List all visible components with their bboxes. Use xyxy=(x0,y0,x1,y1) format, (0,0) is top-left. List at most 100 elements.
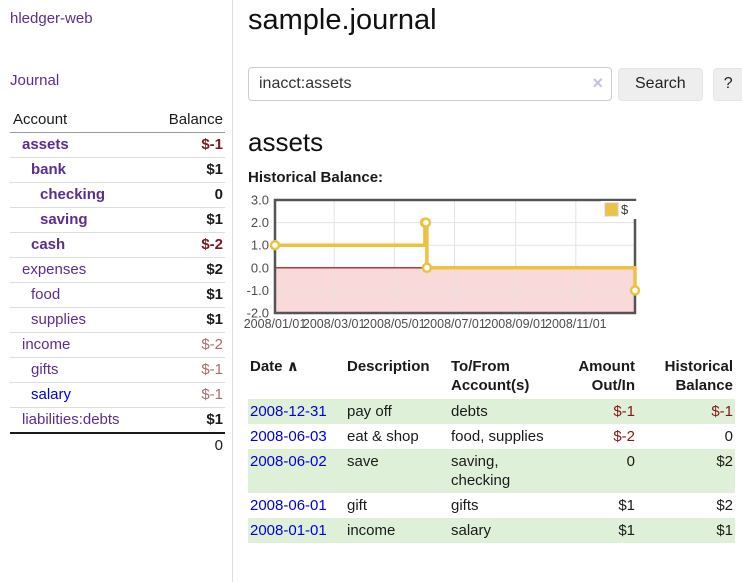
account-row: supplies $1 xyxy=(10,307,225,333)
accounts-total-row: 0 xyxy=(10,432,225,458)
accounts-table: Account Balance assets $-1 bank $1 checking 0… xyxy=(10,108,225,458)
account-name-cell: saving xyxy=(10,207,151,233)
page-title: sample.journal xyxy=(248,4,437,36)
clear-search-icon[interactable]: × xyxy=(592,73,603,93)
account-name-cell: expenses xyxy=(10,257,151,283)
register-balance: $1 xyxy=(637,518,735,543)
register-header-row: Date ∧ Description To/From Account(s) Am… xyxy=(248,355,735,399)
search-button[interactable]: Search xyxy=(618,67,703,101)
register-date-link[interactable]: 2008-06-01 xyxy=(250,497,327,514)
accounts-header-account: Account xyxy=(10,108,151,133)
sidebar-item-journal[interactable]: Journal xyxy=(10,72,60,89)
data-point-marker xyxy=(629,285,641,296)
chart-title: Historical Balance: xyxy=(248,169,384,186)
account-balance: $1 xyxy=(150,307,225,333)
account-link-supplies[interactable]: supplies xyxy=(31,311,87,328)
x-axis-tick-label: 2008/01/01 xyxy=(244,317,307,331)
chart-canvas: $3.0 2.0 1.0 0.0 -1.0 -2.02008/01/012008/03/0… xyxy=(244,193,641,331)
account-row: saving $1 xyxy=(10,207,225,233)
register-date-cell: 2008-06-02 xyxy=(248,449,345,493)
register-description: gift xyxy=(347,497,368,514)
account-row: salary $-1 xyxy=(10,382,225,408)
account-name-cell: food xyxy=(10,282,151,308)
account-row: cash $-2 xyxy=(10,232,225,258)
account-link-food[interactable]: food xyxy=(31,286,61,303)
register-description: income xyxy=(345,518,449,543)
register-header-description: Description xyxy=(347,358,430,375)
register-balance: $2 xyxy=(716,497,733,514)
account-link-gifts[interactable]: gifts xyxy=(31,361,59,378)
account-link-checking[interactable]: checking xyxy=(40,186,106,203)
account-balance: $1 xyxy=(150,407,225,433)
register-balance: 0 xyxy=(724,428,733,445)
register-amount: $1 xyxy=(557,518,637,543)
register-amount: 0 xyxy=(557,449,637,493)
account-link-cash[interactable]: cash xyxy=(31,236,66,253)
legend-swatch xyxy=(604,202,619,217)
register-header-accounts: To/From Account(s) xyxy=(451,358,530,394)
help-button[interactable]: ? xyxy=(712,67,742,101)
account-link-salary[interactable]: salary xyxy=(31,386,72,403)
register-date-link[interactable]: 2008-12-31 xyxy=(250,403,327,420)
register-balance: $2 xyxy=(637,449,735,493)
account-name-cell: liabilities:debts xyxy=(10,407,151,433)
x-axis-tick-label: 2008/11/01 xyxy=(545,317,607,331)
register-description: save xyxy=(345,449,449,493)
date-header-label: Date xyxy=(250,358,283,375)
account-name-cell: salary xyxy=(10,382,151,408)
register-accounts: saving, checking xyxy=(449,449,557,493)
y-axis-tick-label: 3.0 xyxy=(251,193,269,208)
register-date-link[interactable]: 2008-06-02 xyxy=(250,453,327,470)
legend-label: $ xyxy=(621,202,629,217)
y-axis-tick-label: 1.0 xyxy=(251,238,269,253)
account-balance: $-2 xyxy=(150,232,225,258)
account-row: food $1 xyxy=(10,282,225,308)
account-row: gifts $-1 xyxy=(10,357,225,383)
y-axis-tick-label: 0.0 xyxy=(251,260,269,275)
y-axis-tick-label: 2.0 xyxy=(251,215,269,230)
register-date-link[interactable]: 2008-06-03 xyxy=(250,428,327,445)
account-link-expenses[interactable]: expenses xyxy=(22,261,87,278)
register-date-cell: 2008-06-01 xyxy=(248,493,345,518)
account-name-cell: cash xyxy=(10,232,151,258)
accounts-grand-total: 0 xyxy=(150,432,225,458)
register-table: Date ∧ Description To/From Account(s) Am… xyxy=(248,355,735,543)
account-balance: $-2 xyxy=(150,332,225,358)
search-form: × Search ? xyxy=(248,67,742,101)
search-input-wrap: × xyxy=(248,67,612,101)
account-name-cell: income xyxy=(10,332,151,358)
account-name-cell: bank xyxy=(10,157,151,183)
register-header-balance: Historical Balance xyxy=(664,358,733,394)
register-row: 2008-01-01 income salary $1 $1 xyxy=(248,518,735,543)
account-link-assets[interactable]: assets xyxy=(22,136,69,153)
search-input[interactable] xyxy=(248,67,612,101)
register-date-link[interactable]: 2008-01-01 xyxy=(250,522,327,539)
x-axis-tick-label: 2008/09/01 xyxy=(484,317,547,331)
register-accounts: food, supplies xyxy=(451,428,544,445)
account-row: bank $1 xyxy=(10,157,225,183)
account-link-bank[interactable]: bank xyxy=(31,161,67,178)
register-body: 2008-12-31 pay off debts $-1 $-1 2008-06-03 ea… xyxy=(248,399,735,543)
register-date-cell: 2008-06-03 xyxy=(248,424,345,449)
register-description: eat & shop xyxy=(347,428,419,445)
balance-chart[interactable]: $3.0 2.0 1.0 0.0 -1.0 -2.0 2008/01/01 2008/03/0… xyxy=(244,193,742,338)
accounts-body: assets $-1 bank $1 checking 0 saving $1 cash $-2 e… xyxy=(10,133,225,433)
data-point-marker xyxy=(269,239,281,251)
account-link-liabilities-debts[interactable]: liabilities:debts xyxy=(22,411,120,428)
register-row: 2008-12-31 pay off debts $-1 $-1 xyxy=(248,399,735,424)
register-row: 2008-06-03 eat & shop food, supplies $-2 0 xyxy=(248,424,735,449)
chart-frame xyxy=(273,198,637,315)
account-link-income[interactable]: income xyxy=(22,336,71,353)
register-description: pay off xyxy=(345,399,449,424)
register-amount: $-2 xyxy=(613,428,635,445)
account-name-cell: supplies xyxy=(10,307,151,333)
register-header-date[interactable]: Date ∧ xyxy=(248,355,345,399)
account-row: expenses $2 xyxy=(10,257,225,283)
account-name-cell: gifts xyxy=(10,357,151,383)
x-axis-tick-label: 2008/03/01 xyxy=(303,317,366,331)
y-axis-tick-label: -2.0 xyxy=(247,306,269,321)
account-link-saving[interactable]: saving xyxy=(40,211,88,228)
brand-link[interactable]: hledger-web xyxy=(10,10,93,27)
sort-ascending-icon: ∧ xyxy=(286,358,299,375)
